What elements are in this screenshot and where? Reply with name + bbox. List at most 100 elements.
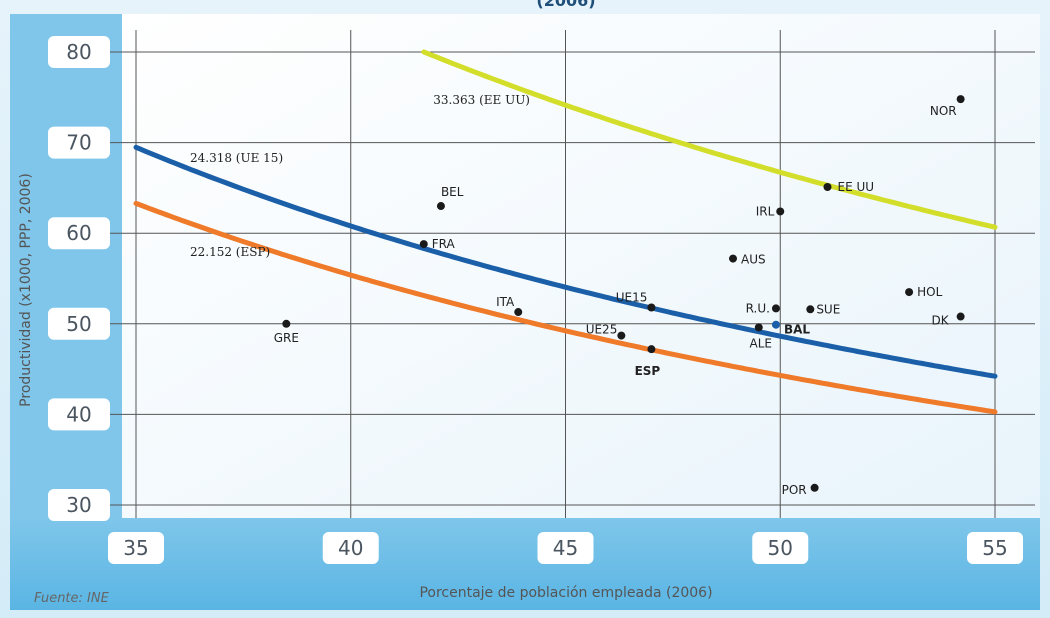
- point-marker: [810, 483, 819, 492]
- point-marker: [436, 202, 445, 211]
- point-label: IRL: [756, 204, 775, 218]
- data-point: IRL: [756, 204, 785, 218]
- point-label: ESP: [635, 364, 661, 378]
- y-tick: 50: [48, 307, 110, 340]
- y-tick: 30: [48, 489, 110, 521]
- x-tick-label: 40: [338, 536, 363, 560]
- point-label: SUE: [816, 302, 840, 316]
- y-tick-label: 40: [66, 402, 91, 426]
- curve-label: 33.363 (EE UU): [433, 93, 530, 107]
- x-tick-box: [537, 532, 594, 564]
- x-tick-box: [108, 532, 164, 564]
- point-marker: [282, 319, 291, 328]
- point-marker: [956, 312, 965, 321]
- point-marker: [729, 254, 738, 263]
- point-marker: [956, 95, 965, 104]
- data-point: UE25: [586, 323, 626, 340]
- y-tick: 40: [48, 398, 110, 431]
- point-label: GRE: [274, 331, 299, 345]
- y-tick: 70: [48, 126, 110, 159]
- x-tick-label: 50: [768, 536, 793, 560]
- data-point: AUS: [729, 253, 766, 267]
- curve-label: 24.318 (UE 15): [190, 151, 283, 165]
- curve-label: 22.152 (ESP): [190, 245, 270, 259]
- y-tick-box: [48, 36, 110, 68]
- x-tick: 40: [322, 532, 379, 564]
- data-point: HOL: [905, 285, 943, 299]
- data-point: ITA: [496, 295, 523, 317]
- point-marker: [419, 240, 428, 249]
- curve-line: [133, 200, 998, 415]
- data-point: POR: [782, 483, 819, 497]
- point-label: POR: [782, 483, 807, 497]
- x-axis-title: Porcentaje de población empleada (2006): [419, 585, 712, 601]
- point-label: BAL: [784, 323, 810, 337]
- y-tick-box: [48, 217, 110, 250]
- x-tick-box: [967, 532, 1023, 564]
- point-label: NOR: [930, 104, 957, 118]
- data-point: ESP: [635, 345, 661, 378]
- data-point: NOR: [930, 95, 965, 118]
- y-tick-box: [48, 126, 110, 159]
- data-point: ALE: [750, 323, 772, 350]
- chart-title-fragment: (2006): [536, 0, 595, 10]
- point-label: HOL: [917, 285, 942, 299]
- data-point: SUE: [806, 302, 840, 316]
- point-marker: [806, 305, 815, 314]
- point-marker: [905, 288, 914, 297]
- x-tick-label: 35: [123, 536, 148, 560]
- x-tick: 55: [967, 532, 1023, 564]
- bottom-band: [10, 518, 1040, 610]
- y-tick: 80: [48, 36, 110, 68]
- point-marker: [754, 323, 763, 332]
- y-tick-box: [48, 307, 110, 340]
- x-tick-label: 45: [553, 536, 578, 560]
- point-marker: [647, 345, 656, 354]
- y-axis-ticks: 30 40 50 60 70 80: [48, 36, 110, 521]
- x-tick-box: [322, 532, 379, 564]
- curve-line: [421, 49, 998, 230]
- data-point: FRA: [419, 237, 456, 251]
- data-point: BEL: [436, 185, 464, 211]
- point-label: FRA: [432, 237, 456, 251]
- point-label: R.U.: [746, 301, 770, 315]
- y-tick-label: 30: [66, 493, 91, 517]
- data-points: NOR EE UU BEL IRL FRA AUS HOL UE15 R.U. SUE ITA DK G…: [274, 95, 965, 497]
- y-tick-label: 70: [66, 131, 91, 155]
- data-point: BAL: [771, 320, 810, 337]
- data-point: UE15: [616, 290, 656, 312]
- data-point: DK: [932, 312, 965, 328]
- y-tick-label: 60: [66, 221, 91, 245]
- point-label: BEL: [441, 185, 464, 199]
- point-marker: [514, 308, 523, 317]
- point-label: EE UU: [837, 180, 874, 194]
- point-label: UE25: [586, 323, 618, 337]
- x-tick: 50: [752, 532, 809, 564]
- plot-background: [122, 14, 1040, 518]
- iso-curves: 33.363 (EE UU) 24.318 (UE 15) 22.152 (ESP): [133, 49, 998, 415]
- point-marker: [617, 331, 626, 340]
- y-axis-title: Productividad (x1000, PPP, 2006): [18, 173, 34, 407]
- x-axis-ticks: 35 40 45 50 55: [108, 532, 1023, 564]
- grid: [110, 30, 1035, 518]
- source-note: Fuente: INE: [34, 591, 110, 606]
- curve-line: [133, 144, 998, 379]
- point-marker: [776, 207, 785, 216]
- point-marker: [771, 304, 780, 313]
- y-tick: 60: [48, 217, 110, 250]
- point-label: ITA: [496, 295, 515, 309]
- point-marker: [647, 303, 656, 312]
- x-tick-label: 55: [982, 536, 1007, 560]
- point-label: AUS: [741, 253, 766, 267]
- point-marker: [823, 182, 832, 191]
- y-tick-box: [48, 489, 110, 521]
- point-label: ALE: [750, 336, 772, 350]
- x-tick: 35: [108, 532, 164, 564]
- point-marker: [771, 320, 780, 329]
- point-label: UE15: [616, 290, 648, 304]
- y-tick-label: 80: [66, 40, 91, 64]
- data-point: GRE: [274, 319, 299, 345]
- point-label: DK: [932, 314, 950, 328]
